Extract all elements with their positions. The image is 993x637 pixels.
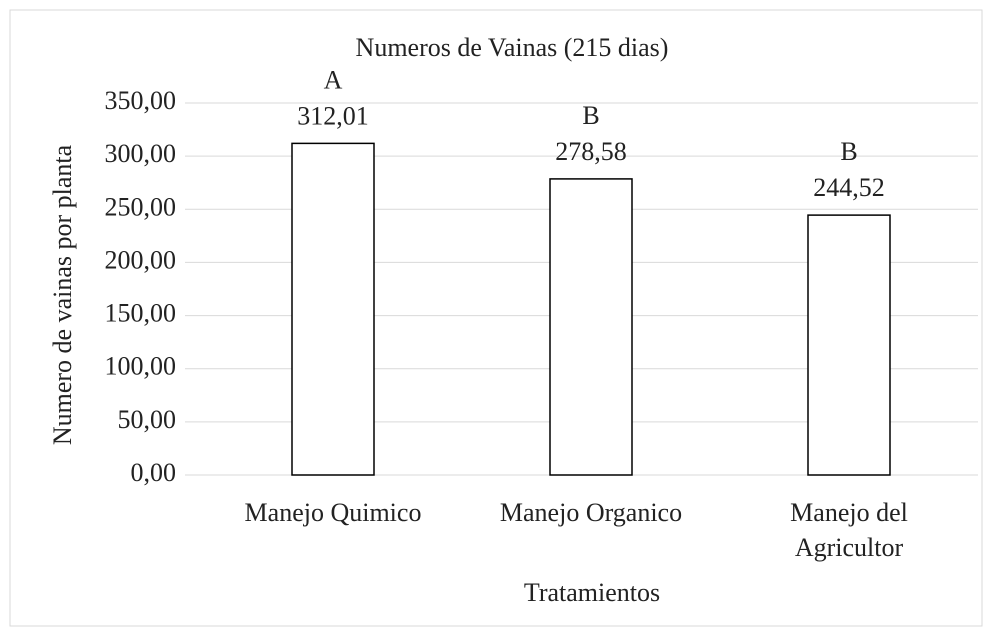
x-tick-label: Manejo del Agricultor bbox=[790, 498, 908, 562]
y-axis-label: Numero de vainas por planta bbox=[48, 144, 77, 445]
y-tick-label: 50,00 bbox=[118, 405, 177, 434]
annotation: B bbox=[840, 137, 857, 166]
bar bbox=[549, 178, 633, 476]
bar bbox=[807, 214, 891, 476]
y-tick-label: 100,00 bbox=[105, 352, 177, 381]
x-axis-label: Tratamientos bbox=[524, 578, 660, 607]
y-tick-label: 150,00 bbox=[105, 299, 177, 328]
value-label: 244,52 bbox=[813, 173, 885, 202]
y-tick-label: 200,00 bbox=[105, 245, 177, 274]
y-tick-label: 0,00 bbox=[131, 458, 177, 487]
y-tick-label: 300,00 bbox=[105, 139, 177, 168]
bar bbox=[291, 142, 375, 476]
chart-title: Numeros de Vainas (215 dias) bbox=[356, 33, 669, 62]
annotation: A bbox=[324, 65, 343, 94]
value-label: 278,58 bbox=[555, 137, 627, 166]
annotation: B bbox=[582, 101, 599, 130]
x-tick-label: Manejo Organico bbox=[500, 498, 682, 527]
x-tick-label: Manejo Quimico bbox=[245, 498, 422, 527]
y-tick-label: 250,00 bbox=[105, 192, 177, 221]
value-label: 312,01 bbox=[297, 101, 369, 130]
y-tick-label: 350,00 bbox=[105, 86, 177, 115]
